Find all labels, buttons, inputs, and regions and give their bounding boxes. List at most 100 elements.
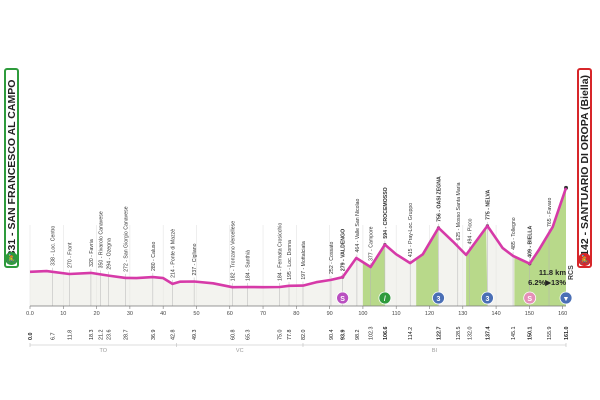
km-label-0: 0.0 (28, 333, 34, 341)
waypoint-label-11: 184 - Fermata Crosicchio (278, 223, 284, 281)
km-label-17: 98.2 (355, 330, 361, 341)
final-climb-distance: 11.8 km (539, 268, 566, 277)
km-label-6: 28.7 (124, 330, 130, 341)
marker-symbol-0: S (340, 296, 345, 303)
waypoint-label-14: 252 - Cossato (329, 242, 335, 274)
km-label-5: 23.6 (107, 330, 113, 341)
finish-cyclist-icon: 🚴 (578, 253, 591, 266)
waypoint-label-23: 775 - NELVA (485, 190, 491, 220)
axis-tick-label-16: 160 (558, 311, 567, 317)
waypoint-label-8: 237 - Cigliano (192, 243, 198, 275)
waypoint-label-6: 280 - Caluso (151, 242, 157, 272)
km-label-27: 155.9 (547, 327, 553, 341)
axis-tick-label-0: 0.0 (26, 311, 34, 317)
axis-tick-label-7: 70 (260, 311, 266, 317)
marker-symbol-4: S (527, 296, 532, 303)
axis-tick-label-9: 90 (327, 311, 333, 317)
waypoint-labels: 338 - Loc. Centro 270 - Front 320 - Favria… (50, 176, 553, 281)
region-label-1: VC (236, 348, 244, 354)
finish-label: 1142 - SANTUARIO DI OROPA (Biella) (578, 74, 591, 262)
climb-areas (362, 187, 566, 306)
climb-fill-2 (466, 227, 488, 306)
axis-tick-label-14: 140 (491, 311, 500, 317)
axis-tick-label-8: 80 (293, 311, 299, 317)
km-label-2: 11.8 (67, 330, 73, 340)
waypoint-label-2: 320 - Favria (89, 239, 95, 267)
km-label-18: 102.3 (369, 327, 375, 341)
km-label-23: 132.0 (467, 327, 473, 341)
km-label-4: 21.2 (99, 330, 105, 341)
marker-gpm-3 (481, 291, 494, 305)
waypoint-label-12: 195 - Loc. Donna (287, 240, 293, 280)
axis-tick-label-6: 60 (227, 311, 233, 317)
marker-finish-climb-5 (559, 291, 573, 305)
km-label-3: 18.3 (89, 330, 95, 341)
waypoint-label-10: 184 - Santhià (245, 250, 251, 281)
axis-tick-label-4: 40 (160, 311, 166, 317)
waypoint-label-20: 756 - OASI ZEGNA (436, 176, 442, 222)
km-label-10: 60.8 (230, 330, 236, 341)
region-label-0: TO (99, 348, 107, 354)
marker-symbol-5: ▼ (563, 296, 570, 303)
km-label-15: 90.4 (329, 330, 335, 341)
waypoint-label-3: 350 - Rivarolo Canavese (99, 211, 105, 268)
waypoint-label-13: 197 - Mottalciata (301, 241, 307, 279)
climb-fill-1 (416, 229, 439, 306)
km-label-11: 65.3 (245, 330, 251, 341)
route-markers: S / 3 3 S ▼ (336, 291, 573, 305)
km-label-26: 150.1 (528, 327, 534, 341)
final-climb-note: 11.8 km 6.2%▶13% (528, 268, 566, 287)
km-label-22: 128.5 (456, 327, 462, 341)
axis-tick-label-5: 50 (193, 311, 199, 317)
region-label-2: BI (432, 348, 438, 354)
start-label-box: 331 - SAN FRANCESCO AL CAMPO (4, 68, 19, 268)
brand-logo: RCS (568, 265, 575, 280)
waypoint-label-1: 270 - Front (67, 242, 73, 268)
km-label-8: 42.8 (170, 330, 176, 341)
waypoint-label-16: 464 - Valle San Nicolao (355, 199, 361, 253)
profile-line (29, 187, 568, 289)
waypoint-label-25: 409 - BIELLA (528, 225, 534, 257)
region-bar: TO VC BI (29, 343, 567, 354)
axis-tick-label-12: 120 (425, 311, 434, 317)
waypoint-label-26: 765 - Favaro (547, 197, 553, 227)
waypoint-label-21: 625 - Mosso Santa Maria (456, 182, 462, 240)
marker-gpm-2 (432, 291, 445, 305)
waypoint-label-4: 294 - Ozegna (107, 238, 113, 270)
waypoint-label-15: 279 - VALDENGO (341, 229, 347, 271)
finish-label-box: 1142 - SANTUARIO DI OROPA (Biella) (577, 68, 592, 268)
waypoint-label-22: 494 - Picco (467, 218, 473, 244)
km-label-9: 49.3 (192, 330, 198, 341)
waypoint-label-24: 485 - Tollegno (511, 217, 517, 250)
km-label-7: 36.9 (151, 330, 157, 341)
km-labels: 0.0 6.7 11.8 18.3 21.2 23.6 28.7 36.9 42.8 49.3 60… (28, 327, 570, 341)
axis-tick-label-1: 10 (60, 311, 66, 317)
waypoint-label-19: 415 - Pray-Loc. Gruppo (408, 203, 414, 257)
km-label-20: 114.2 (408, 327, 414, 340)
waypoint-label-7: 214 - Ponte di Mazzè (170, 229, 176, 278)
climb-fill-0 (362, 245, 385, 306)
axis-tick-label-13: 130 (458, 311, 467, 317)
km-label-19: 106.6 (383, 327, 389, 341)
waypoint-label-5: 272 - San Giorgio Canavese (124, 206, 130, 272)
axis-tick-label-3: 30 (127, 311, 133, 317)
marker-symbol-1: / (384, 296, 386, 303)
km-label-16: 93.9 (341, 330, 347, 341)
axis-tick-label-2: 20 (94, 311, 100, 317)
km-label-12: 75.0 (278, 330, 284, 341)
marker-sprint-0 (336, 291, 350, 305)
km-label-1: 6.7 (50, 333, 56, 341)
marker-symbol-3: 3 (485, 296, 489, 303)
marker-feed-1 (378, 291, 392, 305)
start-label: 331 - SAN FRANCESCO AL CAMPO (5, 79, 18, 257)
axis-tick-label-10: 100 (358, 311, 367, 317)
waypoint-label-17: 377 - Campore (369, 226, 375, 261)
km-label-21: 122.7 (436, 327, 442, 341)
waypoint-label-18: 594 - CROCEMOSSO (383, 187, 389, 238)
km-label-14: 82.0 (301, 330, 307, 341)
waypoint-label-9: 182 - Tronzano Vercellese (230, 221, 236, 281)
start-cyclist-icon: 🚴 (5, 252, 18, 265)
marker-symbol-2: 3 (437, 296, 441, 303)
waypoint-label-0: 338 - Loc. Centro (50, 226, 56, 266)
